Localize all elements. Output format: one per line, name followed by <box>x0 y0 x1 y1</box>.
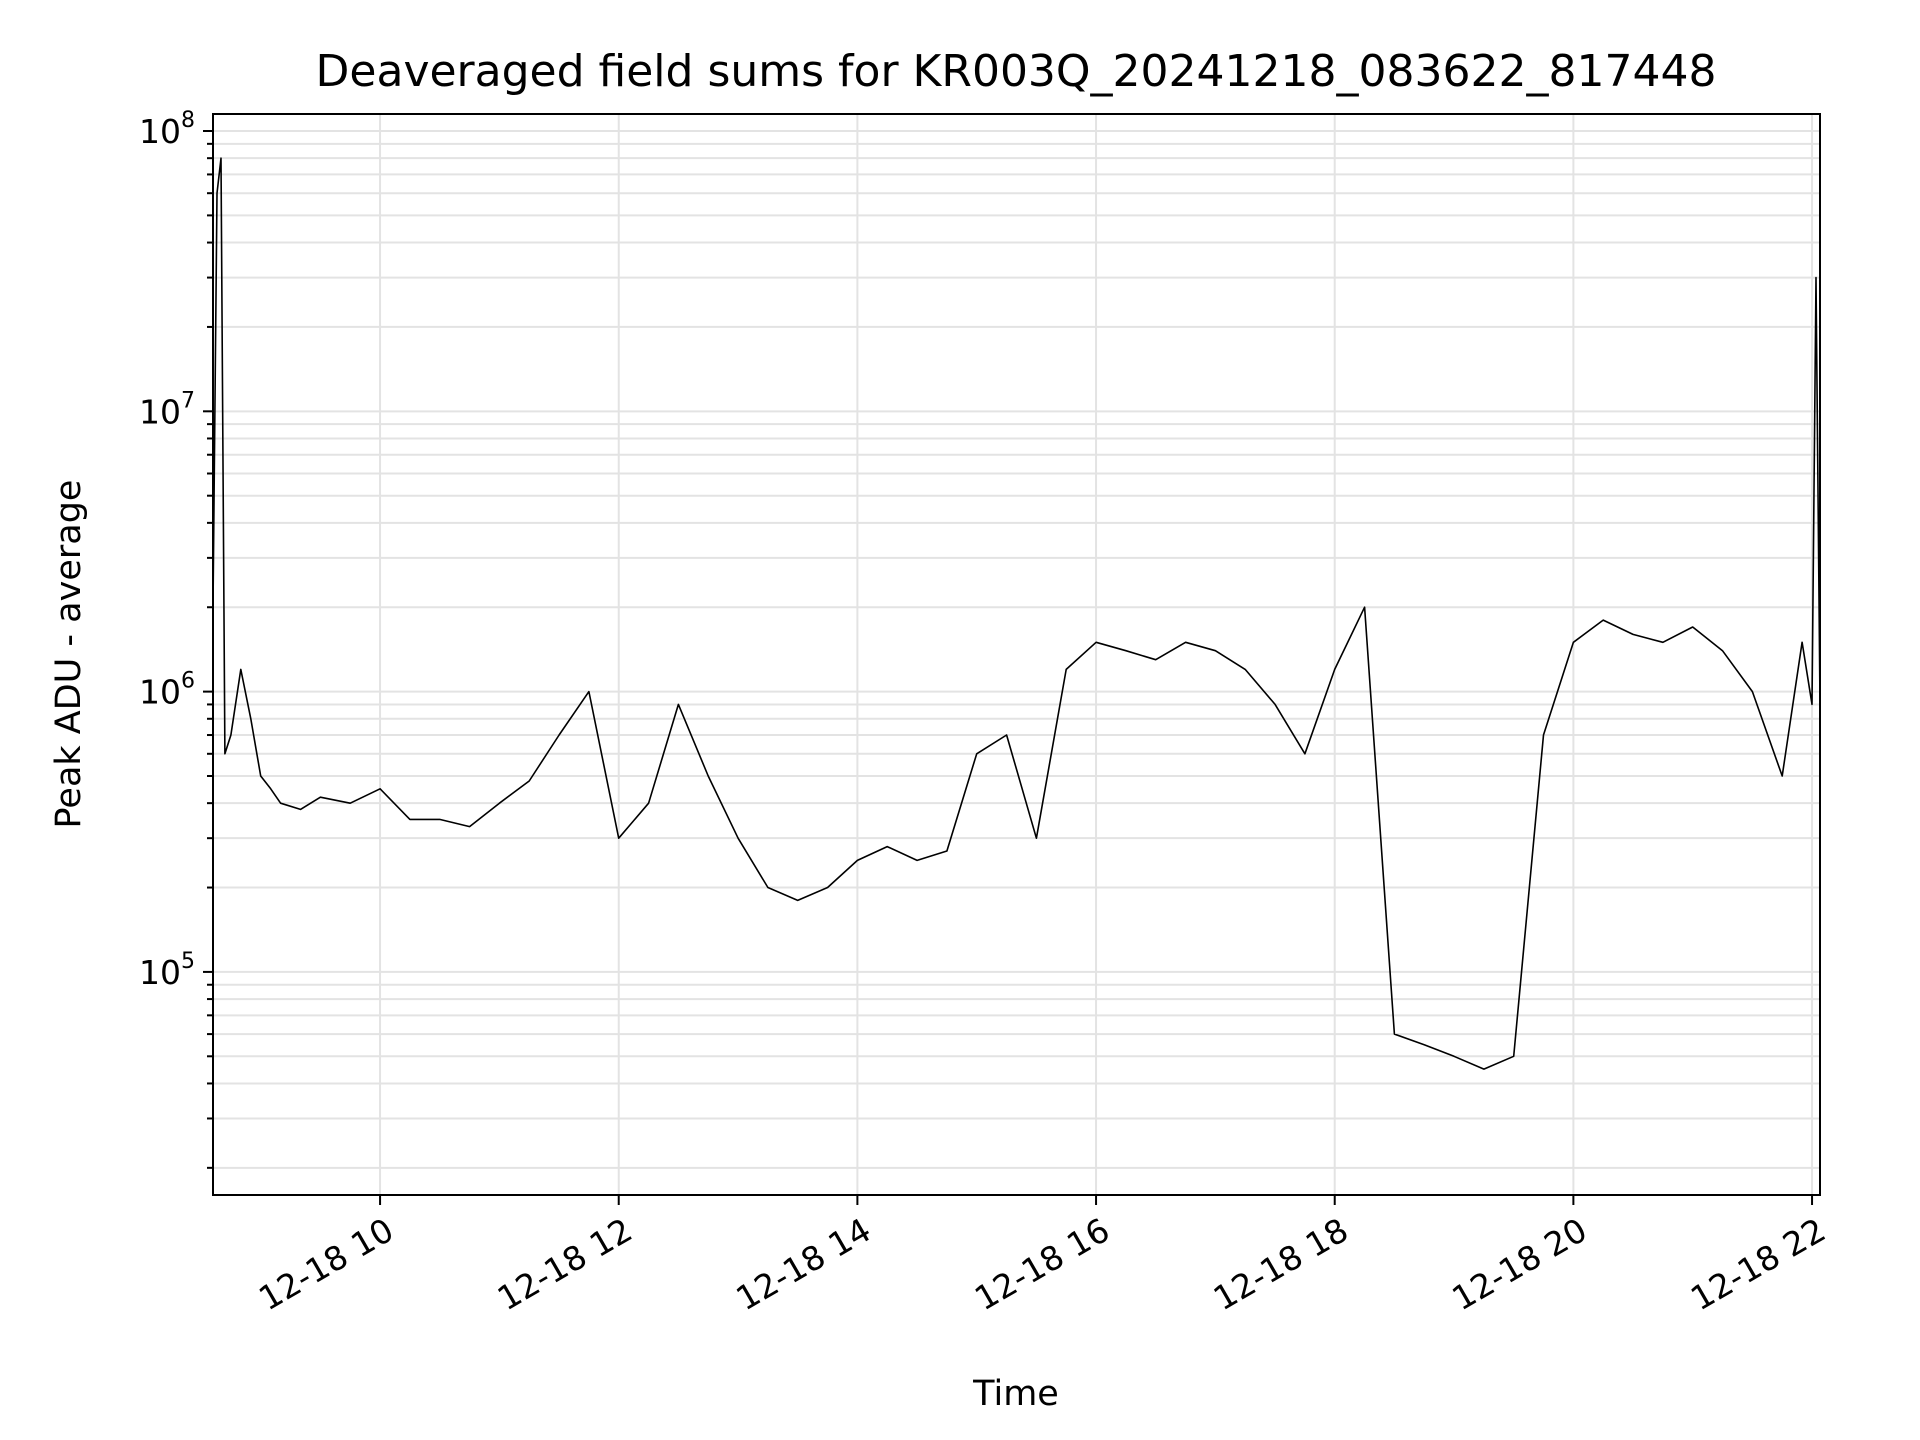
y-tick-label: 107 <box>139 388 195 431</box>
series-layer <box>212 157 1821 1070</box>
y-tick-label: 108 <box>139 108 195 151</box>
x-axis-label: Time <box>972 1374 1059 1414</box>
y-tick-label: 106 <box>139 669 195 712</box>
series-line-0 <box>212 157 1821 1070</box>
grid <box>213 114 1820 1195</box>
x-tick-label: 12-18 18 <box>1207 1210 1355 1318</box>
x-tick-label: 12-18 14 <box>729 1210 877 1318</box>
y-tick-label: 105 <box>139 949 195 992</box>
y-axis: 105 106 107 108 <box>139 108 213 1169</box>
x-tick-label: 12-18 20 <box>1445 1210 1593 1318</box>
x-tick-label: 12-18 22 <box>1684 1210 1832 1318</box>
y-axis-label: Peak ADU - average <box>49 480 89 829</box>
plot-frame <box>212 113 1821 1196</box>
chart-title: Deaveraged field sums for KR003Q_2024121… <box>316 46 1717 97</box>
x-tick-label: 12-18 10 <box>252 1210 400 1318</box>
x-tick-label: 12-18 16 <box>968 1210 1116 1318</box>
x-axis: 12-18 10 12-18 12 12-18 14 12-18 16 12-18 18… <box>252 1195 1832 1318</box>
x-tick-label: 12-18 12 <box>491 1210 639 1318</box>
